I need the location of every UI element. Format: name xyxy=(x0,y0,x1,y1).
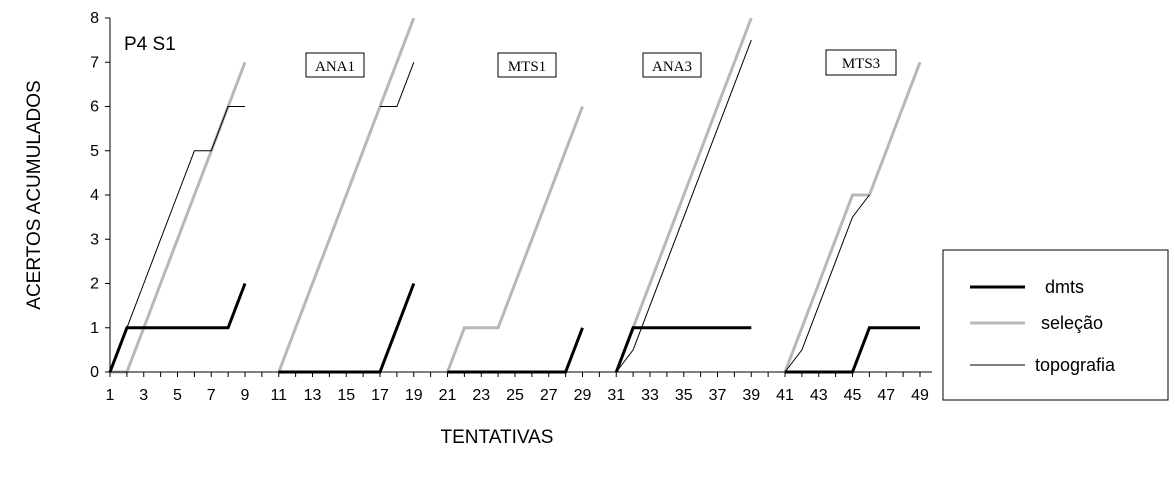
phase-label-ana1: ANA1 xyxy=(315,59,355,75)
phase-label-ana3: ANA3 xyxy=(652,59,692,75)
x-tick-label: 17 xyxy=(371,387,389,404)
legend-label-topografia: topografia xyxy=(1035,355,1116,375)
series-line-segment xyxy=(447,327,584,374)
phase-label-mts3: MTS3 xyxy=(842,56,880,72)
legend: dmts seleção topografia xyxy=(942,249,1169,401)
series-line-segment xyxy=(380,62,415,107)
y-tick-label: 0 xyxy=(90,364,99,381)
x-tick-label: 41 xyxy=(776,387,794,404)
y-tick-label: 4 xyxy=(90,187,99,204)
phase-box-mts3 xyxy=(825,49,897,76)
legend-label-selecao: seleção xyxy=(1041,313,1103,333)
phase-box-ana3 xyxy=(642,52,702,78)
series-line-segment xyxy=(783,61,922,373)
x-tick-label: 25 xyxy=(506,387,524,404)
series-line-segment xyxy=(446,105,584,373)
x-tick-label: 31 xyxy=(607,387,625,404)
series-line-segment xyxy=(110,61,247,374)
x-tick-label: 21 xyxy=(439,387,457,404)
x-tick-label: 19 xyxy=(405,387,423,404)
legend-box xyxy=(942,249,1169,401)
series-line-segment xyxy=(277,18,416,373)
x-tick-label: 37 xyxy=(709,387,727,404)
legend-label-dmts: dmts xyxy=(1045,277,1084,297)
phase-label-mts1: MTS1 xyxy=(508,59,546,75)
phase-box-ana1 xyxy=(305,52,365,78)
x-tick-label: 47 xyxy=(877,387,895,404)
plot-title: P4 S1 xyxy=(124,34,176,55)
x-tick-label: 7 xyxy=(207,387,216,404)
x-tick-label: 23 xyxy=(472,387,490,404)
x-tick-label: 45 xyxy=(844,387,862,404)
x-tick-label: 29 xyxy=(574,387,592,404)
x-tick-label: 43 xyxy=(810,387,828,404)
x-tick-label: 5 xyxy=(173,387,182,404)
series-line-segment xyxy=(785,326,920,374)
x-tick-label: 33 xyxy=(641,387,659,404)
y-tick-label: 1 xyxy=(90,320,99,337)
x-tick-label: 1 xyxy=(106,387,115,404)
series-dmts xyxy=(108,282,920,374)
x-tick-label: 11 xyxy=(270,387,287,404)
x-tick-label: 39 xyxy=(742,387,760,404)
series-line-segment xyxy=(108,282,247,373)
y-tick-label: 7 xyxy=(90,54,99,71)
y-axis-title: ACERTOS ACUMULADOS xyxy=(24,80,45,309)
x-tick-label: 49 xyxy=(911,387,929,404)
phase-labels: ANA1 MTS1 ANA3 MTS3 xyxy=(305,49,897,78)
x-tick-label: 9 xyxy=(241,387,250,404)
y-tick-label: 2 xyxy=(90,276,99,293)
series-line-segment xyxy=(614,326,752,373)
series-line-segment xyxy=(784,194,870,373)
x-tick-label: 35 xyxy=(675,387,693,404)
x-axis-title: TENTATIVAS xyxy=(441,427,554,448)
phase-box-mts1 xyxy=(497,52,557,78)
series-topografia xyxy=(109,39,870,373)
x-tick-label: 3 xyxy=(139,387,148,404)
y-tick-label: 3 xyxy=(90,231,99,248)
x-tick-label: 13 xyxy=(304,387,322,404)
y-tick-label: 6 xyxy=(90,99,99,116)
series-line-segment xyxy=(615,39,752,373)
series-line-segment xyxy=(109,106,245,373)
x-tick-label: 27 xyxy=(540,387,558,404)
y-tick-label: 8 xyxy=(90,10,99,27)
series-line-segment xyxy=(278,282,416,374)
series-line-segment xyxy=(614,18,753,373)
x-tick-label: 15 xyxy=(337,387,355,404)
y-tick-label: 5 xyxy=(90,143,99,160)
